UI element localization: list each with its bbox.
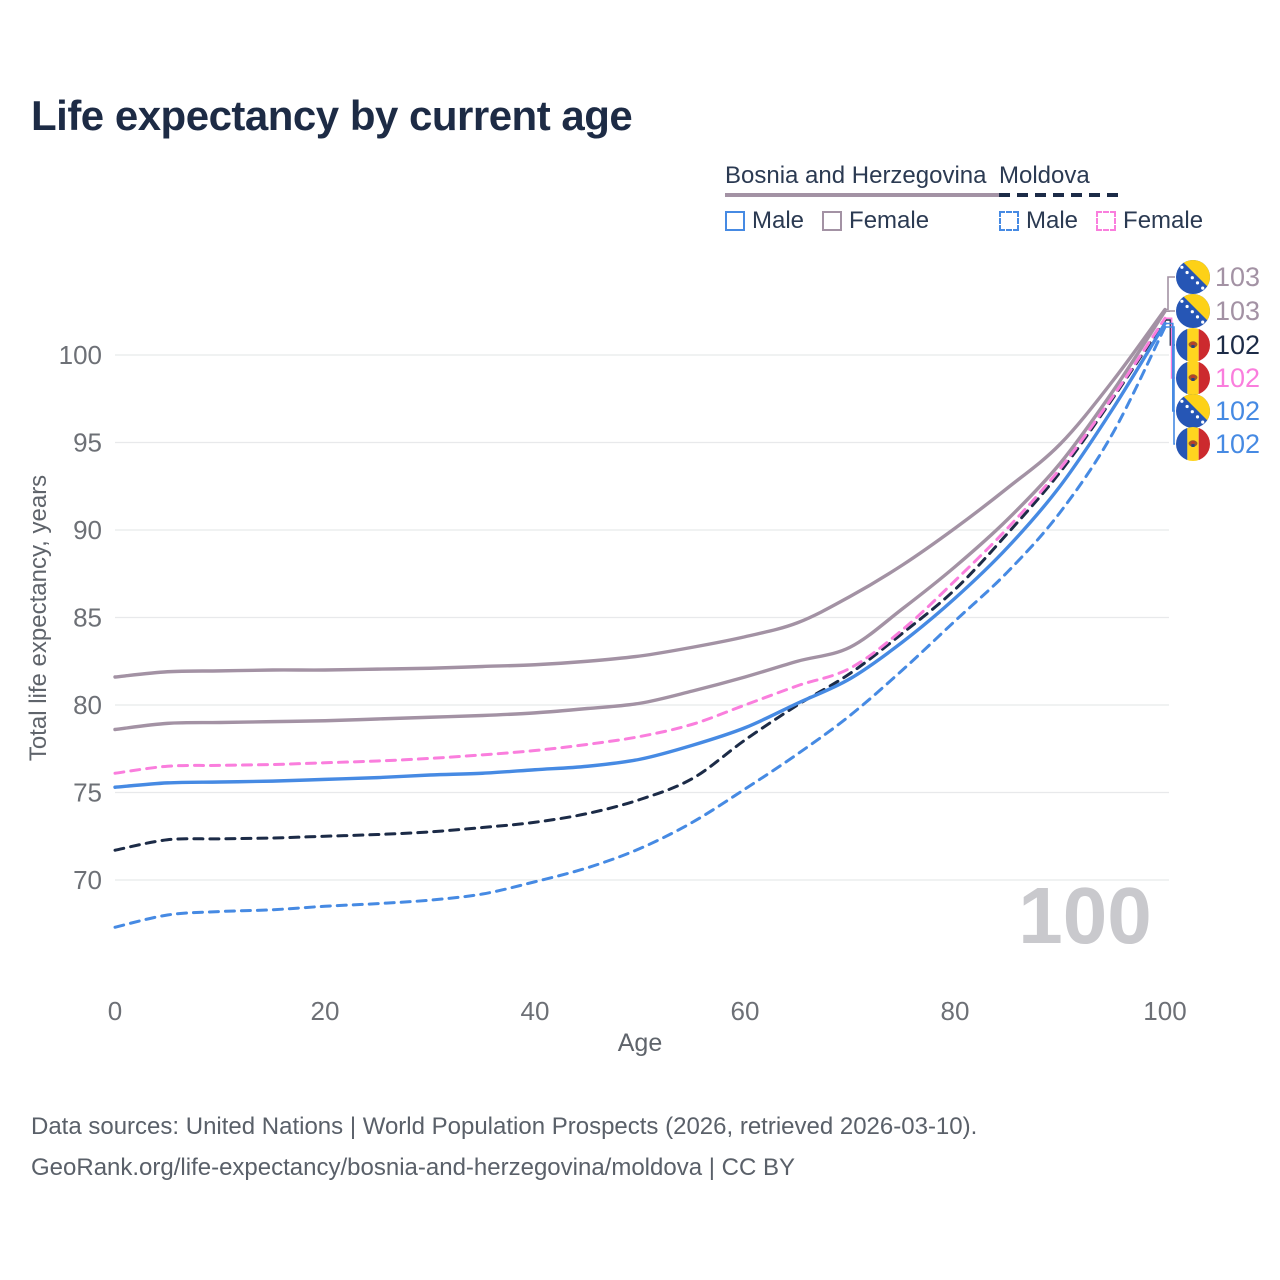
moldova-flag-icon (1176, 361, 1210, 395)
y-tick-label: 100 (59, 340, 102, 370)
bosnia-flag-icon (1176, 294, 1210, 328)
moldova-line-style-swatch (999, 193, 1124, 197)
y-tick-label: 80 (73, 690, 102, 720)
line-bosnia-female (113, 307, 1167, 679)
bosnia-flag-icon (1176, 394, 1210, 428)
end-value-label-bosnia-male: 102 (1215, 396, 1260, 426)
y-tick-label: 70 (73, 865, 102, 895)
y-tick-label: 90 (73, 515, 102, 545)
line-moldova-female (113, 316, 1167, 775)
footer-attribution-url: GeoRank.org/life-expectancy/bosnia-and-h… (31, 1154, 795, 1181)
y-tick-label: 75 (73, 778, 102, 808)
legend-group-bosnia: Bosnia and Herzegovina Male Female (725, 163, 1001, 233)
end-value-label-moldova-female: 102 (1215, 363, 1260, 393)
line-bosnia-both (113, 309, 1167, 732)
bosnia-male-swatch-icon (725, 211, 745, 231)
x-tick-label: 100 (1143, 996, 1186, 1026)
legend-item-moldova-male[interactable]: Male (999, 209, 1078, 233)
line-moldova-both (113, 318, 1167, 852)
end-value-label-bosnia-female: 103 (1215, 262, 1260, 292)
x-tick-label: 60 (731, 996, 760, 1026)
moldova-flag-icon (1176, 328, 1210, 362)
bosnia-line-style-swatch (725, 193, 1001, 197)
x-tick-label: 0 (108, 996, 122, 1026)
legend-label-moldova-male: Male (1026, 207, 1079, 234)
x-tick-label: 40 (521, 996, 550, 1026)
x-axis-title: Age (618, 1029, 662, 1057)
legend-label-bosnia-female: Female (849, 207, 930, 234)
legend-item-bosnia-female[interactable]: Female (822, 209, 929, 233)
legend-group-moldova: Moldova Male Female (999, 163, 1203, 233)
end-value-label-bosnia-both: 103 (1215, 296, 1260, 326)
legend-label-bosnia-male: Male (752, 207, 805, 234)
moldova-flag-icon (1176, 427, 1210, 461)
footer: Data sources: United Nations | World Pop… (31, 1106, 977, 1188)
footer-data-sources: Data sources: United Nations | World Pop… (31, 1113, 978, 1140)
legend-country-moldova[interactable]: Moldova (999, 162, 1090, 189)
line-bosnia-male (113, 321, 1167, 789)
y-tick-label: 95 (73, 428, 102, 458)
legend-label-moldova-female: Female (1123, 207, 1204, 234)
current-age-watermark: 100 (1018, 871, 1151, 960)
legend-item-moldova-female[interactable]: Female (1096, 209, 1203, 233)
moldova-female-swatch-icon (1096, 211, 1117, 231)
line-moldova-male (113, 325, 1167, 929)
x-tick-label: 80 (941, 996, 970, 1026)
y-tick-label: 85 (73, 603, 102, 633)
legend-item-bosnia-male[interactable]: Male (725, 209, 804, 233)
end-label-connector-bosnia-female (1164, 276, 1175, 311)
end-value-label-moldova-both: 102 (1215, 330, 1260, 360)
page-title: Life expectancy by current age (31, 92, 633, 139)
end-label-connector-moldova-male (1164, 326, 1175, 445)
bosnia-flag-icon (1176, 260, 1210, 294)
bosnia-female-swatch-icon (822, 211, 843, 231)
moldova-male-swatch-icon (999, 211, 1019, 231)
end-value-label-moldova-male: 102 (1215, 429, 1260, 459)
legend-country-bosnia[interactable]: Bosnia and Herzegovina (725, 162, 987, 189)
x-tick-label: 20 (311, 996, 340, 1026)
y-axis-title: Total life expectancy, years (25, 475, 52, 761)
legend: Bosnia and Herzegovina Male Female Moldo… (0, 163, 1280, 243)
